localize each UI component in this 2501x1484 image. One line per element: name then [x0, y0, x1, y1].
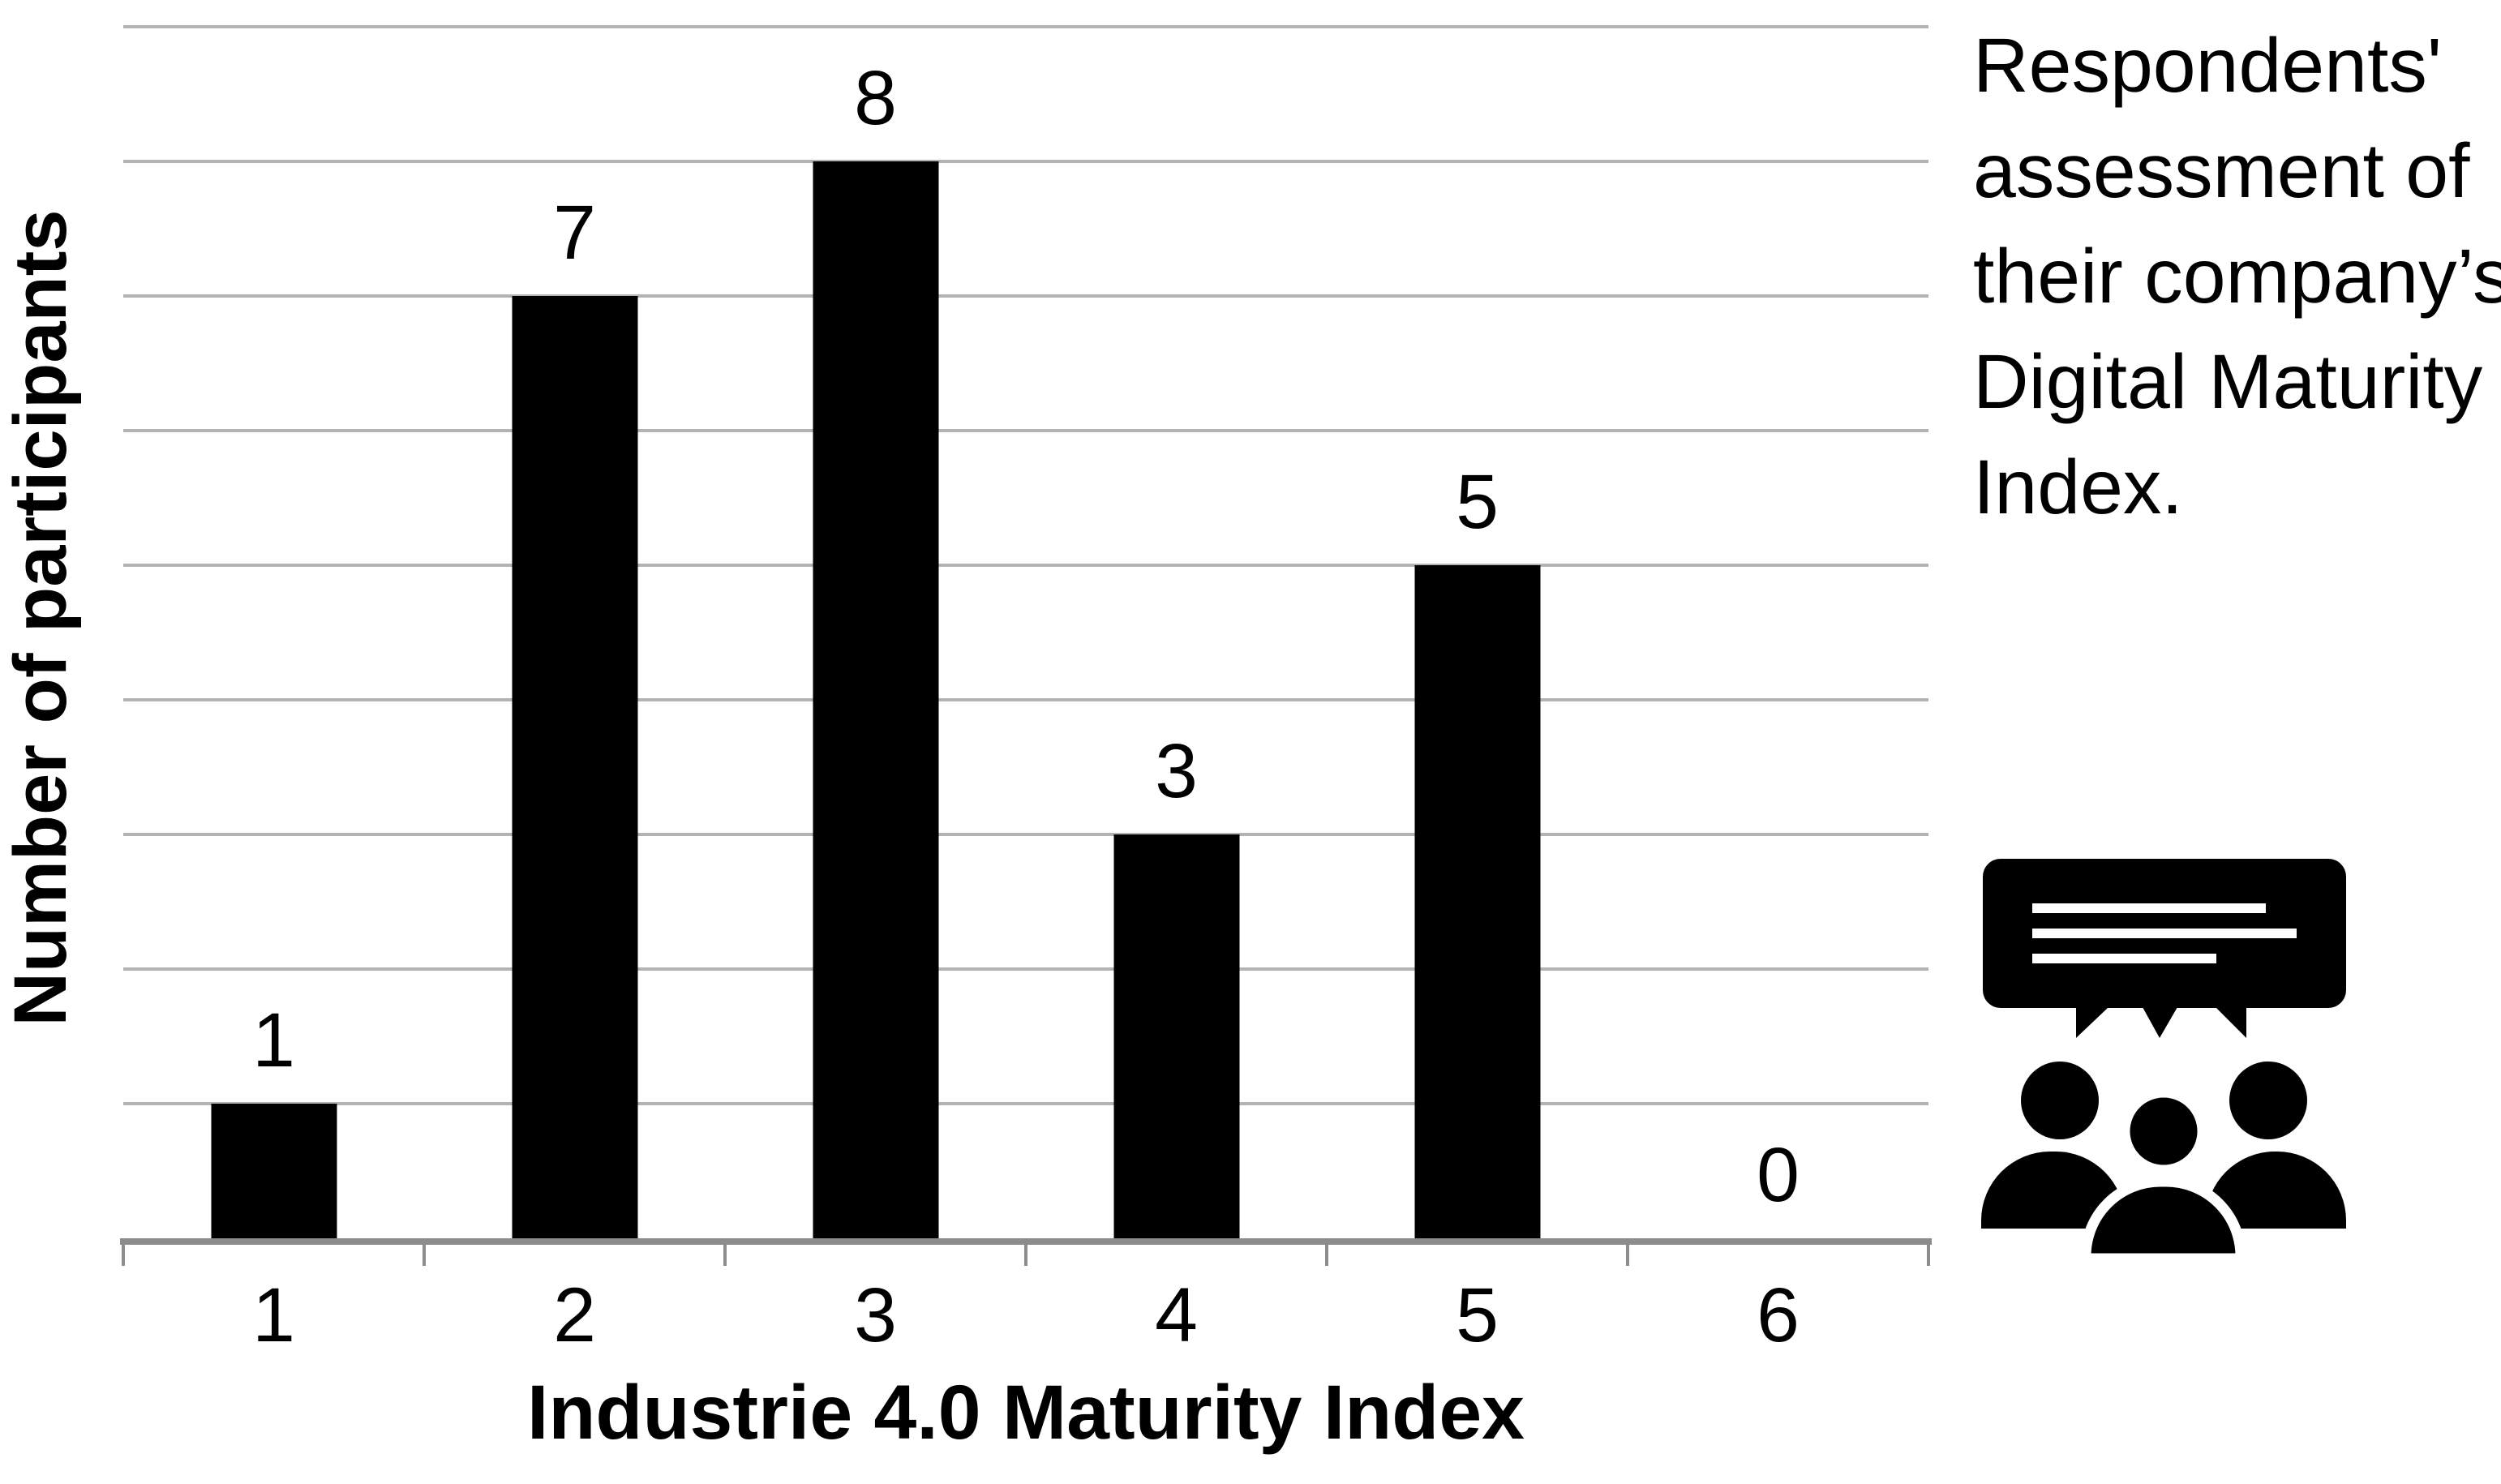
axis-tick — [1324, 1245, 1328, 1266]
bubble-text-line — [2032, 903, 2266, 913]
bubble-tail-center — [2143, 1007, 2177, 1038]
bubble-text-line — [2032, 954, 2216, 963]
person-head — [2119, 1087, 2208, 1176]
axis-tick — [723, 1245, 727, 1266]
bar-value-label: 0 — [1757, 1132, 1800, 1218]
person-head — [2021, 1062, 2099, 1139]
axis-tick — [1927, 1245, 1930, 1266]
annotation-text: Respondents' assessment of their company… — [1973, 13, 2501, 540]
bar-slot: 0 — [1628, 27, 1928, 1238]
gridline — [123, 967, 1928, 971]
annotation-line: Index. — [1973, 444, 2183, 530]
bar — [512, 296, 637, 1238]
annotation-line: assessment of — [1973, 128, 2470, 214]
audience-speech-bubble-icon — [1981, 859, 2346, 1264]
person-head — [2229, 1062, 2307, 1139]
bar-slot: 7 — [424, 27, 725, 1238]
bar-value-label: 3 — [1155, 728, 1198, 814]
bar-value-label: 1 — [252, 997, 295, 1084]
x-axis-title: Industrie 4.0 Maturity Index — [527, 1370, 1525, 1456]
person-body — [2206, 1152, 2346, 1229]
bar-slot: 3 — [1026, 27, 1327, 1238]
axis-tick — [1024, 1245, 1027, 1266]
annotation-line: Digital Maturity — [1973, 339, 2483, 425]
x-tick-label: 5 — [1456, 1272, 1499, 1358]
x-tick-label: 3 — [854, 1272, 897, 1358]
y-axis-title: Number of participants — [0, 209, 82, 1027]
x-axis-line — [120, 1238, 1932, 1245]
bubble-text-line — [2032, 929, 2297, 938]
bar — [211, 1104, 337, 1238]
gridline — [123, 25, 1928, 28]
bar-slot: 5 — [1327, 27, 1628, 1238]
gridline — [123, 294, 1928, 298]
gridline — [123, 1101, 1928, 1105]
bar-value-label: 7 — [553, 190, 596, 276]
x-tick-label: 4 — [1155, 1272, 1198, 1358]
axis-tick — [422, 1245, 426, 1266]
bar — [813, 161, 938, 1238]
bar — [1414, 565, 1540, 1238]
bars-container: 1 7 8 3 5 0 — [123, 27, 1928, 1238]
plot-area: 1 7 8 3 5 0 — [123, 25, 1928, 1238]
bar-value-label: 5 — [1456, 459, 1499, 545]
gridline — [123, 428, 1928, 432]
bubble-tail-left — [2076, 1007, 2108, 1038]
axis-tick — [1626, 1245, 1629, 1266]
x-tick-label: 1 — [252, 1272, 295, 1358]
gridline — [123, 159, 1928, 163]
x-tick-label: 2 — [553, 1272, 596, 1358]
annotation-line: their company’s — [1973, 234, 2501, 320]
bar — [1113, 834, 1239, 1238]
annotation-line: Respondents' — [1973, 23, 2442, 109]
person-body — [1981, 1152, 2125, 1229]
bar-slot: 8 — [725, 27, 1026, 1238]
axis-tick — [122, 1245, 125, 1266]
gridline — [123, 698, 1928, 701]
person-body — [2080, 1176, 2246, 1264]
bar-slot: 1 — [123, 27, 424, 1238]
bar-value-label: 8 — [854, 55, 897, 142]
x-tick-label: 6 — [1757, 1272, 1800, 1358]
x-axis-ticks — [122, 1245, 1930, 1266]
gridline — [123, 563, 1928, 567]
bubble-tail-right — [2216, 1007, 2246, 1038]
gridline — [123, 832, 1928, 836]
